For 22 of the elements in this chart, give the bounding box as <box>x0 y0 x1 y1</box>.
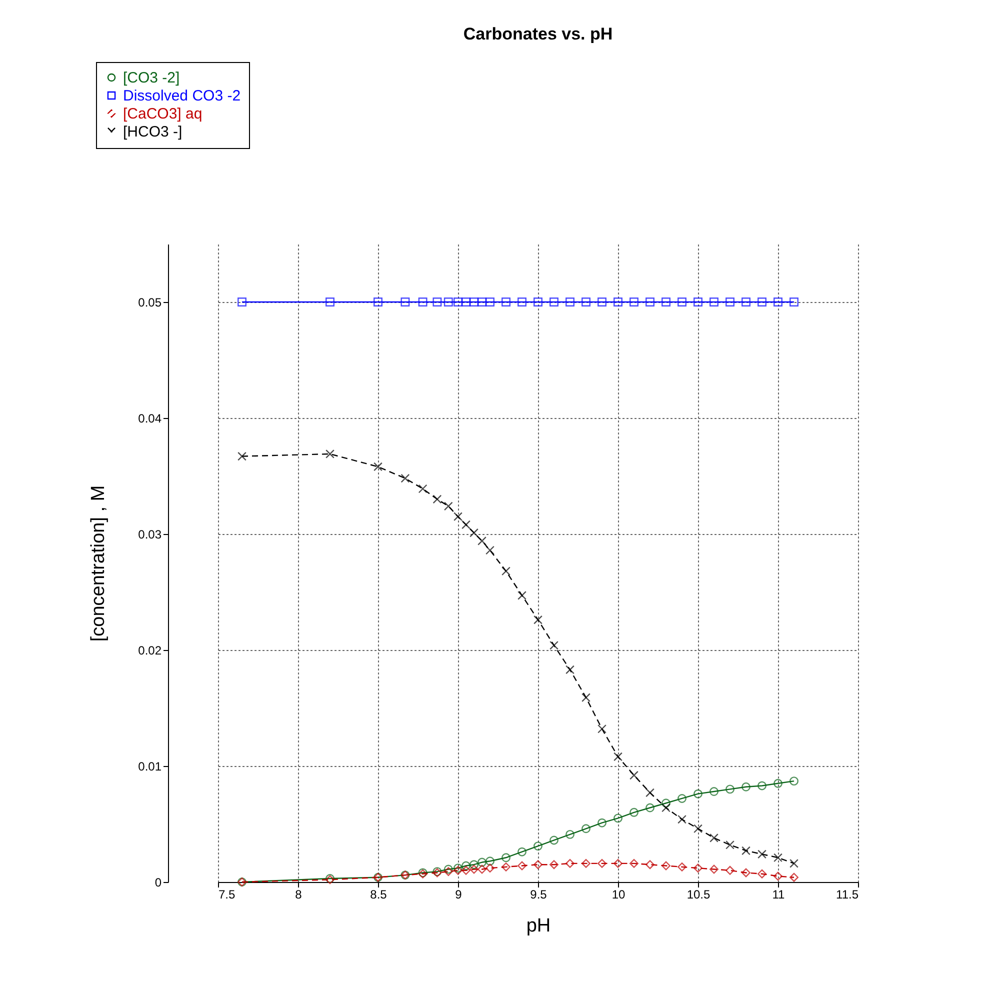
chart-title: Carbonates vs. pH <box>463 24 613 44</box>
y-tick-label: 0.03 <box>138 528 162 542</box>
x-axis-title: pH <box>526 916 551 936</box>
x-tick-label: 10.5 <box>686 888 710 902</box>
y-tick-label: 0 <box>154 876 162 890</box>
y-axis-title: [concentration] , M <box>88 485 110 642</box>
x-tick-label: 8.5 <box>370 888 388 902</box>
x-tick-label: 9 <box>455 888 462 902</box>
x-tick-label: 8 <box>295 888 302 902</box>
legend-label: [CO3 -2] <box>123 70 180 86</box>
legend-label: Dissolved CO3 -2 <box>123 88 241 104</box>
legend-label: [CaCO3] aq <box>123 106 202 122</box>
x-tick-label: 7.5 <box>218 888 236 902</box>
y-tick-label: 0.05 <box>138 296 162 310</box>
legend-label: [HCO3 -] <box>123 124 182 140</box>
y-tick-label: 0.01 <box>138 760 162 774</box>
x-tick-label: 11 <box>772 888 786 902</box>
y-tick-label: 0.02 <box>138 644 162 658</box>
y-tick-label: 0.04 <box>138 412 162 426</box>
x-tick-label: 9.5 <box>530 888 548 902</box>
x-tick-label: 10 <box>612 888 626 902</box>
x-tick-label: 11.5 <box>836 888 859 902</box>
